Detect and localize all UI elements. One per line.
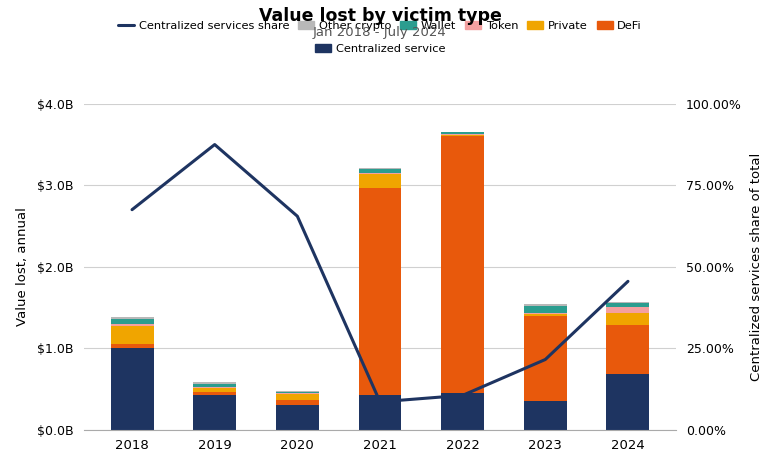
Text: Jan 2018 - July 2024: Jan 2018 - July 2024 [313, 26, 447, 39]
Bar [441, 134, 484, 135]
Bar [606, 313, 650, 325]
Bar [193, 388, 236, 392]
Bar [193, 382, 236, 384]
Bar [524, 316, 567, 401]
Bar [110, 348, 154, 430]
Bar [359, 174, 401, 188]
Bar [359, 169, 401, 173]
Bar [524, 313, 567, 314]
Centralized services share [375, 399, 385, 405]
Bar [359, 396, 401, 430]
Bar [524, 401, 567, 430]
Bar [606, 302, 650, 303]
Centralized services share [210, 142, 219, 147]
Bar [441, 136, 484, 393]
Centralized services share [623, 278, 632, 284]
Bar [359, 168, 401, 169]
Centralized services share [128, 207, 137, 212]
Bar [359, 188, 401, 396]
Bar [524, 304, 567, 306]
Bar [359, 173, 401, 174]
Bar [276, 392, 319, 393]
Bar [193, 387, 236, 388]
Bar [441, 393, 484, 430]
Bar [110, 326, 154, 344]
Bar [110, 317, 154, 319]
Bar [110, 344, 154, 348]
Bar [276, 394, 319, 400]
Bar [276, 391, 319, 392]
Bar [276, 405, 319, 430]
Centralized services share [458, 393, 467, 398]
Bar [441, 132, 484, 134]
Y-axis label: Value lost, annual: Value lost, annual [16, 207, 29, 326]
Bar [606, 303, 650, 307]
Bar [276, 393, 319, 394]
Bar [606, 374, 650, 430]
Bar [193, 392, 236, 396]
Centralized services share [541, 357, 550, 362]
Bar [606, 307, 650, 313]
Y-axis label: Centralized services share of total: Centralized services share of total [750, 152, 760, 381]
Bar [110, 319, 154, 324]
Bar [193, 396, 236, 430]
Bar [276, 400, 319, 405]
Bar [524, 314, 567, 316]
Bar [110, 324, 154, 326]
Bar [606, 325, 650, 374]
Bar [193, 384, 236, 387]
Line: Centralized services share: Centralized services share [132, 144, 628, 402]
Bar [524, 306, 567, 313]
Text: Value lost by victim type: Value lost by victim type [258, 7, 502, 25]
Bar [441, 135, 484, 136]
Centralized services share [293, 213, 302, 219]
Legend: Centralized service: Centralized service [310, 40, 450, 59]
